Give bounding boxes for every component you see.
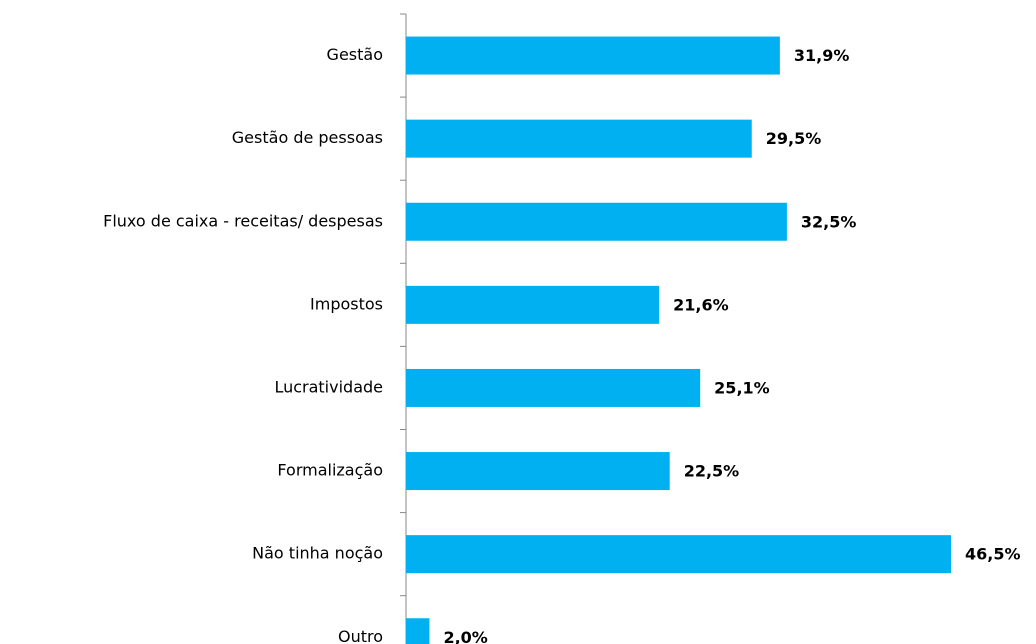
value-label: 22,5% <box>684 462 740 481</box>
bar <box>406 368 701 407</box>
bar <box>406 36 780 75</box>
category-label: Fluxo de caixa - receitas/ despesas <box>103 211 383 230</box>
category-label: Gestão de pessoas <box>232 128 383 147</box>
value-label: 46,5% <box>965 545 1021 564</box>
category-label: Gestão <box>327 45 383 64</box>
value-label: 2,0% <box>443 628 487 644</box>
value-label: 25,1% <box>714 378 770 397</box>
category-label: Impostos <box>310 294 383 313</box>
category-label: Formalização <box>277 461 383 480</box>
bar <box>406 119 752 158</box>
category-label: Não tinha noção <box>252 544 383 563</box>
bar <box>406 535 951 574</box>
bar <box>406 618 430 644</box>
category-label: Outro <box>338 627 383 644</box>
value-label: 31,9% <box>794 46 850 65</box>
bar <box>406 285 660 324</box>
value-label: 29,5% <box>766 129 822 148</box>
value-label: 32,5% <box>801 212 857 231</box>
bar <box>406 452 670 491</box>
bar <box>406 202 787 241</box>
category-label: Lucratividade <box>274 377 383 396</box>
value-label: 21,6% <box>673 295 729 314</box>
